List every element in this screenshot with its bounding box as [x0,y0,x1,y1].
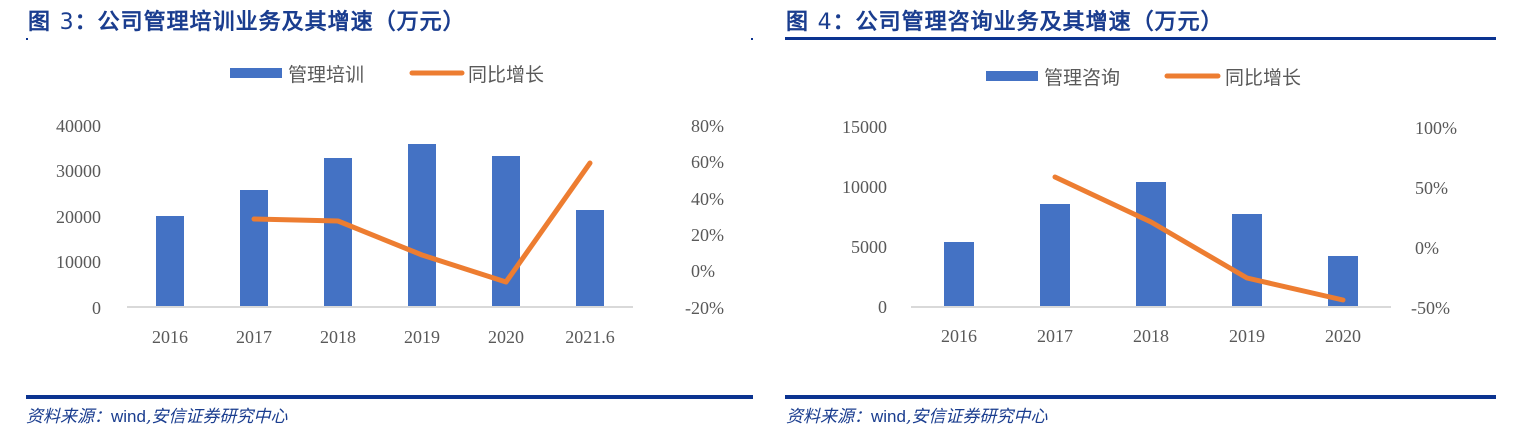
x-label: 2019 [1229,326,1265,346]
right-tick: 40% [691,189,724,209]
x-label: 2019 [404,327,440,347]
title-rule-dot-left [26,38,28,40]
legend-bar-swatch [230,68,282,78]
bar-2019 [408,144,436,306]
legend-line-label: 同比增长 [1225,67,1301,89]
legend-line-label: 同比增长 [468,64,544,86]
source-latin: wind [111,407,146,426]
right-tick: 0% [1415,238,1439,258]
figure-4-title-number: 4 [817,10,833,35]
left-tick: 20000 [56,207,101,227]
right-tick: -50% [1411,298,1450,318]
figure-4-legend: 管理咨询 同比增长 [986,67,1301,89]
figure-4-title-rule [785,37,1496,40]
right-tick: 80% [691,116,724,136]
source-prefix: 资料来源： [26,407,111,427]
left-tick: 15000 [842,117,887,137]
left-tick: 10000 [56,252,101,272]
right-tick: -20% [685,298,724,318]
source-suffix: ,安信证券研究中心 [905,407,1048,427]
bar-2017 [1040,204,1070,306]
figure-4-chart: 管理咨询 同比增长 15000 10000 5000 0 100% 50% 0%… [842,67,1457,346]
bar-2018 [324,158,352,306]
source-suffix: ,安信证券研究中心 [145,407,288,427]
left-tick: 0 [878,297,887,317]
x-label: 2017 [1037,326,1073,346]
figure-3-growth-line [251,160,593,285]
x-axis-labels: 2016 2017 2018 2019 2020 2021.6 [152,327,615,347]
figure-3-title-number: 3 [59,10,75,35]
figure-3-chart: 管理培训 同比增长 40000 30000 20000 10000 0 80% … [56,64,724,347]
figure-3-source: 资料来源：wind,安信证券研究中心 [26,402,287,427]
left-axis-ticks: 15000 10000 5000 0 [842,117,887,317]
x-label: 2020 [1325,326,1361,346]
left-tick: 0 [92,298,101,318]
bar-2021-6 [576,210,604,306]
bar-2016 [944,242,974,306]
figure-4-panel: 图 4：公司管理咨询业务及其增速（万元） 管理咨询 同比增长 15000 100… [760,0,1522,444]
left-tick: 40000 [56,116,101,136]
figure-4-bottom-rule [785,395,1496,399]
figure-3-title-text: ：公司管理培训业务及其增速（万元） [74,10,466,35]
x-label: 2017 [236,327,272,347]
left-tick: 10000 [842,177,887,197]
figure-4-title-text: ：公司管理咨询业务及其增速（万元） [832,10,1224,35]
x-label: 2021.6 [565,327,615,347]
source-latin: wind [871,407,906,426]
left-axis-ticks: 40000 30000 20000 10000 0 [56,116,101,318]
bar-2019 [1232,214,1262,306]
x-label: 2018 [1133,326,1169,346]
figure-4-bars [944,182,1358,306]
legend-bar-label: 管理咨询 [1044,67,1120,89]
figure-3-title: 图 3：公司管理培训业务及其增速（万元） [28,4,466,36]
x-label: 2016 [941,326,977,346]
x-label: 2020 [488,327,524,347]
right-tick: 60% [691,152,724,172]
figure-3-bottom-rule [26,395,753,399]
right-tick: 20% [691,225,724,245]
bar-2017 [240,190,268,306]
figure-4-growth-line [1052,174,1346,303]
right-tick: 0% [691,261,715,281]
right-axis-ticks: 80% 60% 40% 20% 0% -20% [685,116,724,318]
legend-bar-swatch [986,71,1038,81]
bar-2018 [1136,182,1166,306]
figure-4-source: 资料来源：wind,安信证券研究中心 [786,402,1047,427]
title-rule-dot-right [751,38,753,40]
right-axis-ticks: 100% 50% 0% -50% [1411,118,1457,318]
figure-3-title-prefix: 图 [28,10,60,35]
left-tick: 30000 [56,161,101,181]
left-tick: 5000 [851,237,887,257]
legend-bar-label: 管理培训 [288,64,364,86]
right-tick: 100% [1415,118,1457,138]
source-prefix: 资料来源： [786,407,871,427]
x-label: 2016 [152,327,188,347]
figure-3-bars [156,144,604,306]
figure-4-title: 图 4：公司管理咨询业务及其增速（万元） [786,4,1224,36]
right-tick: 50% [1415,178,1448,198]
figure-3-legend: 管理培训 同比增长 [230,64,544,86]
x-axis-labels: 2016 2017 2018 2019 2020 [941,326,1361,346]
bar-2016 [156,216,184,306]
x-label: 2018 [320,327,356,347]
figure-3-panel: 图 3：公司管理培训业务及其增速（万元） 管理培训 同比增长 40000 300… [0,0,760,444]
figure-4-title-prefix: 图 [786,10,818,35]
